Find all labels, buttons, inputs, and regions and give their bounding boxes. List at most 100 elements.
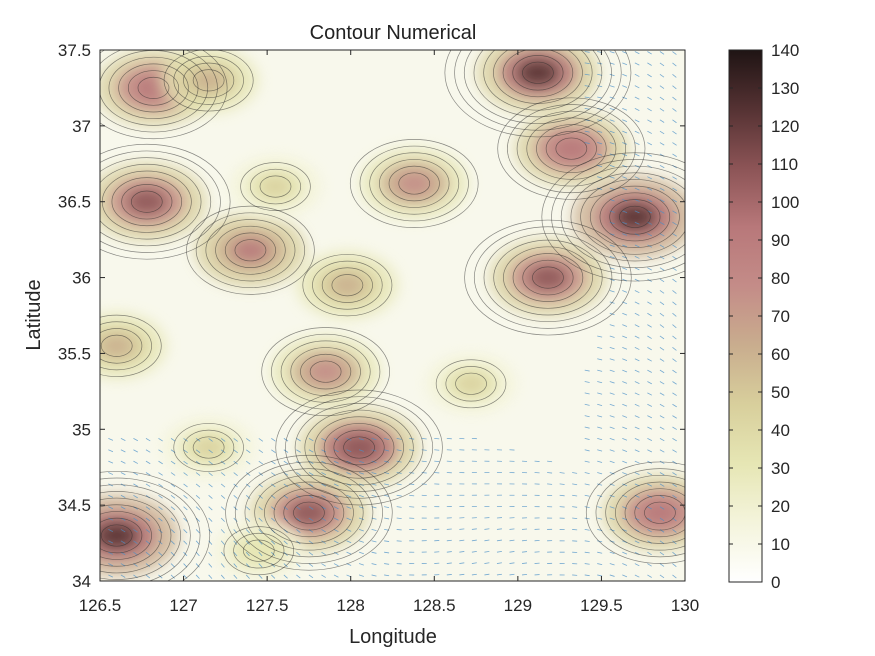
contour-line xyxy=(192,69,225,92)
hotspot xyxy=(514,110,629,187)
wind-vector xyxy=(659,506,665,510)
wind-vector xyxy=(283,483,289,488)
contour-line xyxy=(100,334,133,357)
contour-line xyxy=(100,50,228,140)
wind-vector xyxy=(384,540,390,542)
wind-vector xyxy=(145,574,151,579)
wind-vector xyxy=(609,506,615,509)
hotspot-core xyxy=(192,437,225,458)
wind-vector xyxy=(659,551,665,556)
wind-vector xyxy=(183,494,188,499)
wind-vector xyxy=(634,335,640,339)
wind-vector xyxy=(647,358,652,362)
wind-vector xyxy=(183,472,188,476)
hotspot xyxy=(601,474,685,552)
wind-vector xyxy=(634,176,640,180)
hotspot-core xyxy=(100,522,138,548)
hotspot-core xyxy=(614,204,656,230)
wind-vector xyxy=(584,62,590,65)
wind-vector xyxy=(672,551,677,556)
wind-vector xyxy=(659,267,665,271)
wind-vector xyxy=(321,563,326,567)
wind-vector xyxy=(647,324,652,328)
wind-vector xyxy=(333,540,339,544)
wind-vector xyxy=(659,73,665,78)
colorbar-tick-label: 120 xyxy=(771,117,799,136)
wind-vector xyxy=(133,551,138,556)
wind-vector xyxy=(659,119,665,123)
wind-vector xyxy=(271,449,276,453)
wind-vector xyxy=(659,381,665,385)
wind-vector xyxy=(183,449,188,454)
wind-vector xyxy=(233,540,238,545)
contour-line xyxy=(323,423,395,472)
colorbar-tick-label: 90 xyxy=(771,231,790,250)
wind-vector xyxy=(647,290,652,294)
plot-area xyxy=(99,49,686,582)
wind-vector xyxy=(584,506,590,508)
hotspot-core xyxy=(288,500,329,525)
wind-vector xyxy=(358,563,364,566)
wind-vector xyxy=(346,506,352,509)
wind-vector xyxy=(333,551,339,555)
wind-vector xyxy=(659,142,665,146)
wind-vector xyxy=(597,574,603,577)
wind-vector xyxy=(120,529,126,533)
contour-line xyxy=(249,168,302,205)
contour-line xyxy=(378,159,450,208)
wind-vector xyxy=(659,403,665,408)
wind-vector xyxy=(245,517,251,522)
wind-vector xyxy=(346,517,352,521)
wind-vector xyxy=(283,506,289,511)
wind-vector xyxy=(333,529,339,533)
wind-vector xyxy=(634,119,640,123)
wind-vector xyxy=(684,427,685,428)
wind-vector xyxy=(496,550,502,553)
wind-vector xyxy=(684,313,685,314)
wind-vector xyxy=(371,438,377,441)
wind-vector xyxy=(609,392,615,395)
wind-vector xyxy=(609,472,615,475)
contour-line xyxy=(300,353,352,390)
wind-vector xyxy=(208,449,213,454)
contour-line xyxy=(634,495,685,531)
contour-line xyxy=(343,436,375,459)
wind-vector xyxy=(245,574,250,579)
wind-vector xyxy=(609,483,615,486)
colorbar-tick-label: 100 xyxy=(771,193,799,212)
wind-vector xyxy=(271,438,276,442)
wind-vector xyxy=(609,403,615,407)
wind-vector xyxy=(647,472,653,476)
wind-vector xyxy=(684,370,685,371)
wind-vector xyxy=(258,574,263,579)
wind-vector xyxy=(446,551,452,553)
contour-line xyxy=(259,175,292,198)
wind-vector xyxy=(647,312,652,317)
contour-line xyxy=(585,461,685,564)
wind-vector xyxy=(384,438,390,440)
wind-vector xyxy=(220,540,225,545)
hotspot-core xyxy=(330,274,365,296)
wind-vector xyxy=(108,494,114,498)
wind-vector xyxy=(684,74,685,75)
wind-vector xyxy=(634,460,640,464)
wind-vector xyxy=(584,449,590,452)
wind-vector xyxy=(133,483,138,487)
wind-vector xyxy=(308,449,314,453)
wind-vector xyxy=(622,438,628,441)
wind-vector xyxy=(434,437,440,440)
wind-vector xyxy=(521,539,528,542)
wind-vector xyxy=(659,324,665,328)
contour-line xyxy=(195,212,306,289)
wind-vector xyxy=(333,449,339,453)
wind-vector xyxy=(258,506,263,511)
wind-vector xyxy=(634,540,640,544)
contour-line xyxy=(254,474,364,551)
wind-vector xyxy=(233,494,238,499)
wind-vector xyxy=(647,563,652,567)
wind-vector xyxy=(659,438,665,442)
wind-vector xyxy=(484,550,490,553)
wind-vector xyxy=(634,96,640,100)
contour-line xyxy=(619,205,651,228)
hotspot-core xyxy=(231,239,270,262)
